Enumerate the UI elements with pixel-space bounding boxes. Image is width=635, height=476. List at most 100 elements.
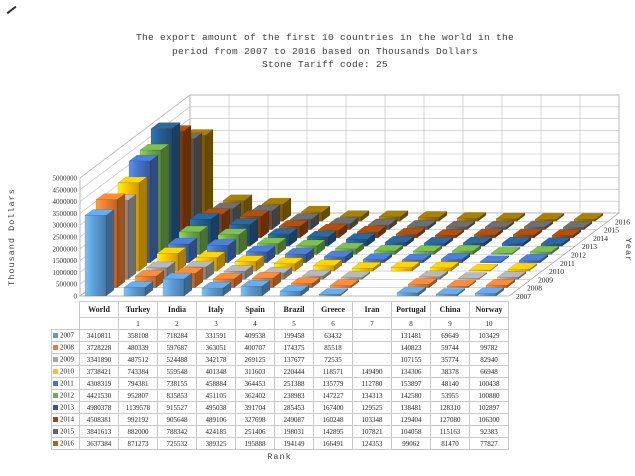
- bar-side-face: [149, 154, 159, 264]
- category-axis-title: Rank: [267, 452, 292, 462]
- value-tick-label: 1500000: [53, 257, 78, 265]
- rank-cell: 7: [352, 317, 392, 330]
- table-row: 2011 4308319 794381 738155 458884 364453 25138…: [51, 377, 509, 390]
- value-cell: 134313: [352, 389, 392, 402]
- bars-series-2007: [84, 209, 505, 297]
- value-cell: 100880: [469, 389, 509, 402]
- value-cell: 4508381: [79, 413, 119, 426]
- value-cell: 480339: [118, 341, 158, 354]
- legend-key-icon: [53, 345, 58, 351]
- value-cell: 118571: [313, 365, 353, 378]
- value-cell: 238983: [274, 389, 314, 402]
- value-tick-label: 0: [74, 293, 78, 301]
- table-row: 2009 3341890 487512 524488 342178 269125 13767…: [51, 353, 509, 366]
- value-cell: [352, 329, 392, 342]
- value-cell: 3738421: [79, 365, 119, 378]
- value-cell: 871273: [118, 437, 158, 450]
- value-cell: 251388: [274, 377, 314, 390]
- value-cell: 142895: [313, 425, 353, 438]
- value-cell: 391704: [235, 401, 275, 414]
- value-cell: 66948: [469, 365, 509, 378]
- country-header: World: [79, 301, 119, 318]
- year-legend-cell: 2008: [51, 341, 80, 354]
- bar-front-face: [240, 286, 263, 297]
- bar-front-face: [479, 261, 502, 264]
- value-cell: 597687: [157, 341, 197, 354]
- value-cell: 358108: [118, 329, 158, 342]
- year-label: 2016: [60, 439, 74, 448]
- value-cell: 48140: [430, 377, 470, 390]
- value-cell: 451105: [196, 389, 236, 402]
- value-cell: 174375: [274, 341, 314, 354]
- value-cell: 128310: [430, 401, 470, 414]
- year-label: 2009: [60, 355, 74, 364]
- table-row: 2015 3841613 882000 788342 424185 251406 19803…: [51, 425, 509, 438]
- year-label: 2008: [60, 343, 74, 352]
- year-label: 2015: [60, 427, 74, 436]
- value-cell: 4980378: [79, 401, 119, 414]
- value-cell: 738155: [157, 377, 197, 390]
- rank-cell: 9: [430, 317, 470, 330]
- table-row: 2007 3410811 358108 718284 331591 409538 19945…: [51, 329, 509, 342]
- rank-cell: 5: [274, 317, 314, 330]
- value-cell: 285453: [274, 401, 314, 414]
- value-axis-title: Thousand Dollars: [7, 188, 17, 286]
- value-cell: 409538: [235, 329, 275, 342]
- value-cell: 137677: [274, 353, 314, 366]
- value-cell: 424185: [196, 425, 236, 438]
- bar-front-face: [279, 291, 302, 297]
- year-label: 2013: [60, 403, 74, 412]
- value-cell: 905648: [157, 413, 197, 426]
- legend-key-icon: [53, 393, 58, 399]
- value-tick-label: 3500000: [53, 210, 78, 218]
- value-cell: 103348: [352, 413, 392, 426]
- value-cell: 127080: [430, 413, 470, 426]
- value-cell: 100438: [469, 377, 509, 390]
- country-header: Italy: [196, 301, 236, 318]
- value-tick-label: 5000000: [53, 175, 78, 183]
- value-cell: 53955: [430, 389, 470, 402]
- legend-key-icon: [53, 357, 58, 363]
- year-label: 2011: [60, 379, 74, 388]
- country-header: India: [157, 301, 197, 318]
- bar-front-face: [445, 226, 468, 230]
- bar-side-face: [171, 122, 181, 247]
- bar-front-face: [123, 287, 146, 297]
- value-cell: 63432: [313, 329, 353, 342]
- bar-front-face: [474, 293, 497, 297]
- value-cell: 489106: [196, 413, 236, 426]
- value-cell: 915527: [157, 401, 197, 414]
- value-tick-label: 4000000: [53, 198, 78, 206]
- bar-front-face: [84, 215, 107, 297]
- bar-front-face: [390, 267, 413, 272]
- value-cell: 220444: [274, 365, 314, 378]
- rank-cell: 4: [235, 317, 275, 330]
- bar-side-face: [138, 176, 148, 272]
- year-legend-cell: 2007: [51, 329, 80, 342]
- value-cell: 59744: [430, 341, 470, 354]
- value-cell: 129404: [391, 413, 431, 426]
- table-row: 2013 4980378 1139578 915527 495038 391704 2854…: [51, 401, 509, 414]
- value-cell: 129525: [352, 401, 392, 414]
- bar-front-face: [318, 294, 341, 297]
- year-legend-cell: 2013: [51, 401, 80, 414]
- value-cell: 35774: [430, 353, 470, 366]
- value-cell: 135779: [313, 377, 353, 390]
- value-cell: 3841613: [79, 425, 119, 438]
- value-cell: 160248: [313, 413, 353, 426]
- data-table: World Turkey India Italy Spain Brazil Greece Ir…: [51, 301, 509, 450]
- year-label: 2012: [60, 391, 74, 400]
- value-cell: 106300: [469, 413, 509, 426]
- rank-cell: 1: [118, 317, 158, 330]
- year-legend-cell: 2012: [51, 389, 80, 402]
- bar-front-face: [457, 278, 480, 280]
- legend-key-icon: [53, 333, 58, 339]
- value-cell: 166491: [313, 437, 353, 450]
- value-cell: 77827: [469, 437, 509, 450]
- value-cell: 115163: [430, 425, 470, 438]
- country-header: Spain: [235, 301, 275, 318]
- bar-front-face: [485, 285, 508, 288]
- value-tick-label: 2500000: [53, 234, 78, 242]
- value-cell: 400707: [235, 341, 275, 354]
- value-cell: 524488: [157, 353, 197, 366]
